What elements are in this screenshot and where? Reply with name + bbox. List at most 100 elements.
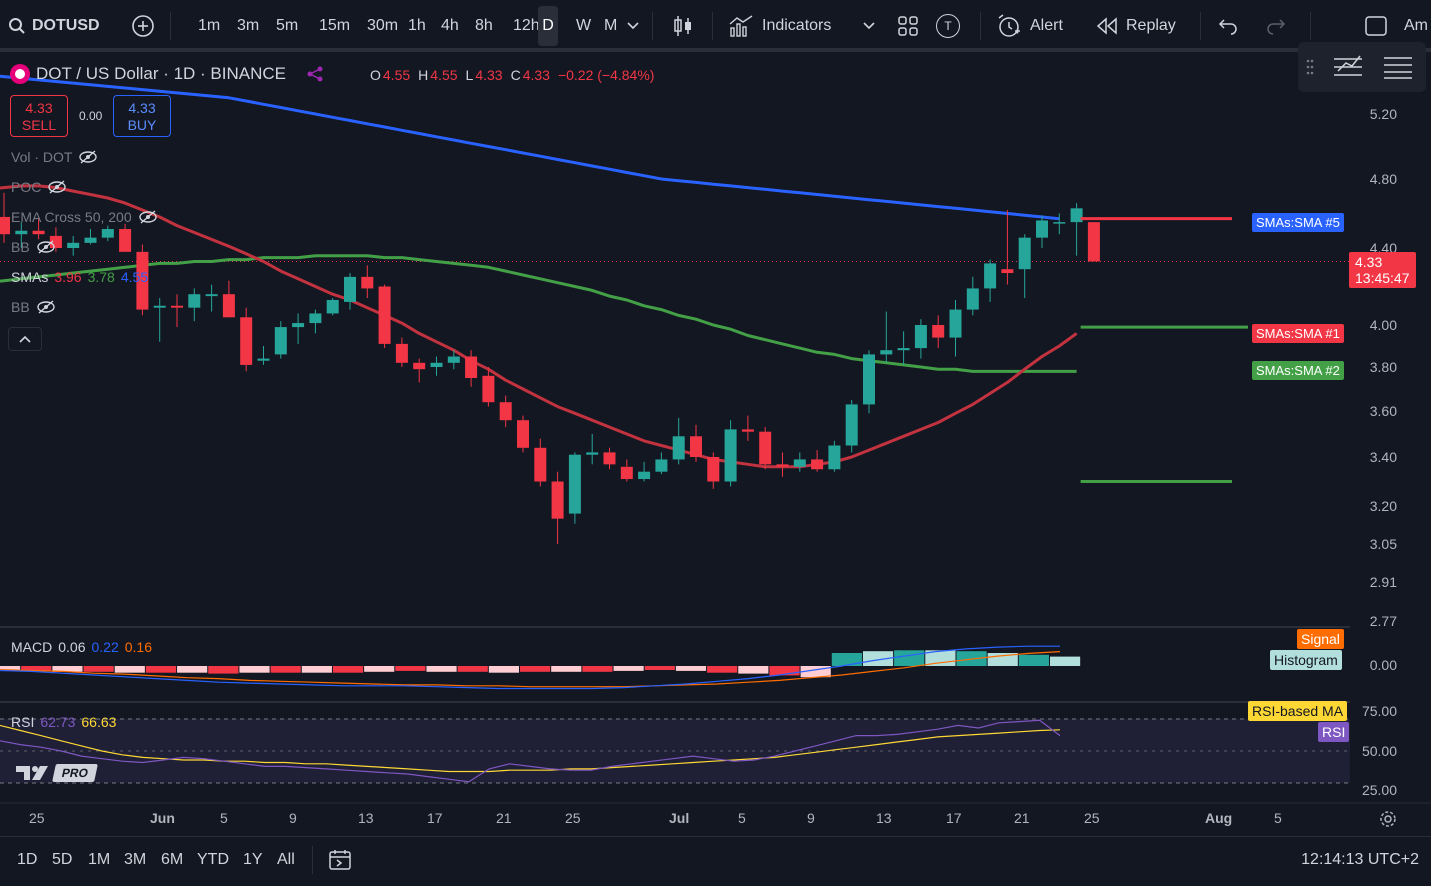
- replay-button[interactable]: Replay: [1096, 6, 1176, 46]
- sma1-value: 3.96: [54, 269, 82, 285]
- price-axis-label: 4.80: [1369, 171, 1397, 187]
- alert-button[interactable]: Alert: [996, 6, 1063, 46]
- indicators-button[interactable]: Indicators: [728, 6, 831, 46]
- range-1y[interactable]: 1Y: [243, 851, 263, 868]
- interval-d[interactable]: D: [538, 6, 558, 46]
- sma5-value: 4.55: [120, 269, 149, 285]
- macd-value-2: 0.22: [91, 639, 119, 655]
- eye-off-icon[interactable]: [36, 240, 56, 254]
- indicators-icon: [729, 15, 753, 37]
- candle-body: [274, 327, 287, 355]
- candle-body: [863, 354, 875, 405]
- eye-off-icon[interactable]: [36, 300, 56, 314]
- object-tree-icon[interactable]: [1332, 53, 1364, 81]
- indicator-ema-cross[interactable]: EMA Cross 50, 200: [11, 209, 158, 225]
- settings-icon[interactable]: [1378, 809, 1398, 829]
- eye-off-icon[interactable]: [138, 210, 158, 224]
- indicator-smas[interactable]: SMAs 3.96 3.78 4.55: [11, 269, 148, 285]
- eye-off-icon[interactable]: [47, 180, 67, 194]
- price-axis-label: 3.40: [1369, 449, 1397, 465]
- time-axis-label: 25: [565, 810, 581, 826]
- sma-1-line: [0, 184, 1078, 469]
- redo-button[interactable]: [1262, 6, 1290, 46]
- range-1m[interactable]: 1M: [88, 851, 111, 868]
- menu-lines-icon[interactable]: [1382, 54, 1414, 80]
- indicators-label: Indicators: [762, 17, 832, 34]
- undo-button[interactable]: [1214, 6, 1242, 46]
- interval-w[interactable]: W: [576, 17, 592, 34]
- interval-1m[interactable]: 1m: [198, 17, 221, 34]
- interval-15m[interactable]: 15m: [319, 17, 351, 34]
- chart-type-button[interactable]: [668, 6, 698, 46]
- candle-body: [136, 251, 149, 310]
- interval-8h[interactable]: 8h: [475, 17, 493, 34]
- time-axis-label: Jul: [669, 810, 690, 826]
- candle-body: [395, 343, 408, 363]
- symbol-search[interactable]: DOTUSD: [8, 6, 100, 46]
- utc-clock[interactable]: 12:14:13 UTC+2: [1301, 851, 1419, 868]
- ohlc-values: O 4.55 H 4.55 L 4.33 C 4.33 −0.22 (−4.84%): [370, 67, 660, 83]
- range-6m[interactable]: 6M: [161, 851, 184, 868]
- interval-5m[interactable]: 5m: [276, 17, 299, 34]
- ohlc-low-key: L: [465, 67, 474, 83]
- candle-body: [724, 429, 737, 482]
- chevron-up-icon: [19, 335, 31, 343]
- indicator-bb-2[interactable]: BB: [11, 299, 56, 315]
- object-tree-toolbar: [1298, 42, 1426, 92]
- candle-body: [222, 294, 235, 318]
- ohlc-high-value: 4.55: [430, 67, 458, 83]
- candle-body: [153, 305, 166, 308]
- ohlc-open-value: 4.55: [382, 67, 411, 83]
- interval-dropdown[interactable]: [624, 6, 642, 46]
- replay-label: Replay: [1126, 17, 1176, 34]
- indicator-bb[interactable]: BB: [11, 239, 56, 255]
- indicator-vol[interactable]: Vol · DOT: [11, 149, 98, 165]
- range-3m[interactable]: 3M: [124, 851, 147, 868]
- range-5d[interactable]: 5D: [52, 851, 73, 868]
- macd-histogram-bar: [800, 666, 831, 678]
- interval-3m[interactable]: 3m: [237, 17, 260, 34]
- price-chart[interactable]: [0, 56, 1431, 836]
- candle-body: [292, 323, 305, 328]
- t-badge: T: [936, 14, 960, 38]
- sma2-value: 3.78: [87, 269, 115, 285]
- candle-body: [586, 452, 599, 455]
- macd-histogram-bar: [239, 666, 270, 673]
- calendar-goto-icon[interactable]: [327, 848, 353, 872]
- interval-30m[interactable]: 30m: [367, 17, 399, 34]
- candle-body: [171, 305, 183, 308]
- eye-off-icon[interactable]: [78, 150, 98, 164]
- indicator-poc[interactable]: POC: [11, 179, 67, 195]
- collapse-legend-button[interactable]: [8, 327, 42, 351]
- drag-handle-icon[interactable]: [1306, 58, 1314, 76]
- candle-body: [101, 229, 114, 238]
- share-icon[interactable]: [306, 65, 324, 83]
- square-icon: [1365, 16, 1387, 36]
- time-axis-label: 21: [1014, 810, 1030, 826]
- compare-add-button[interactable]: [126, 6, 160, 46]
- range-ytd[interactable]: YTD: [197, 851, 229, 868]
- price-axis-label: 2.77: [1369, 613, 1397, 629]
- interval-12h[interactable]: 12h: [513, 17, 540, 34]
- alarm-clock-icon: [998, 14, 1020, 37]
- macd-histogram-bar: [1018, 654, 1049, 666]
- candle-body: [568, 454, 581, 514]
- range-all[interactable]: All: [277, 851, 295, 868]
- macd-legend[interactable]: MACD 0.06 0.22 0.16: [11, 639, 152, 655]
- spread-value: 0.00: [79, 109, 103, 123]
- truncated-menu[interactable]: Am: [1404, 6, 1428, 46]
- layout-button[interactable]: [894, 6, 922, 46]
- rsi-legend[interactable]: RSI 62.73 66.63: [11, 714, 116, 730]
- range-1d[interactable]: 1D: [17, 851, 38, 868]
- indicators-dropdown[interactable]: [860, 6, 878, 46]
- sell-button[interactable]: 4.33 SELL: [10, 95, 68, 137]
- interval-m-month[interactable]: M: [604, 17, 618, 34]
- fullscreen-button[interactable]: [1362, 6, 1390, 46]
- buy-button[interactable]: 4.33 BUY: [113, 95, 171, 137]
- candle-body: [534, 447, 547, 482]
- alert-label: Alert: [1030, 17, 1063, 34]
- candle-body: [361, 276, 374, 289]
- interval-4h[interactable]: 4h: [441, 17, 459, 34]
- template-button[interactable]: T: [934, 6, 962, 46]
- interval-1h[interactable]: 1h: [408, 17, 426, 34]
